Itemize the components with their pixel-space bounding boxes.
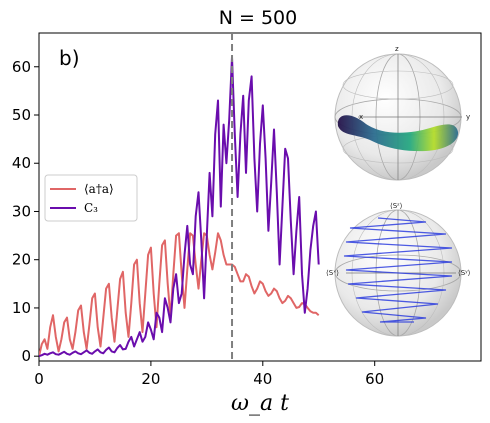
series-line-2 bbox=[39, 56, 320, 358]
panel-label: b) bbox=[59, 46, 80, 70]
chart-title: N = 500 bbox=[219, 7, 297, 29]
y-tick-label: 20 bbox=[12, 251, 31, 269]
top-sphere-z-label: z bbox=[395, 45, 399, 53]
y-tick-label: 60 bbox=[12, 58, 31, 76]
x-axis-ticks: 0 20 40 60 bbox=[34, 361, 384, 388]
y-tick-label: 0 bbox=[21, 347, 31, 365]
y-tick-label: 50 bbox=[12, 106, 31, 124]
x-axis-label: ω_a t bbox=[231, 391, 289, 416]
y-tick-label: 10 bbox=[12, 299, 31, 317]
bottom-sphere-sx-label: ⟨Sˣ⟩ bbox=[326, 269, 339, 277]
top-bloch-sphere-inset: z x y bbox=[334, 45, 470, 181]
plot-frame bbox=[38, 32, 482, 362]
series-line-1 bbox=[39, 232, 320, 357]
series-layer bbox=[39, 56, 320, 358]
top-sphere-y-label: y bbox=[466, 113, 470, 121]
y-tick-label: 40 bbox=[12, 154, 31, 172]
bottom-bloch-sphere-inset: ⟨Sᶻ⟩ ⟨Sˣ⟩ ⟨Sʸ⟩ bbox=[326, 202, 471, 337]
bottom-sphere-trajectory bbox=[343, 217, 453, 323]
bottom-sphere-sz-label: ⟨Sᶻ⟩ bbox=[390, 202, 403, 210]
top-sphere-x-label: x bbox=[359, 113, 363, 121]
legend: ⟨a†a⟩ C₃ bbox=[44, 174, 138, 222]
legend-label-1: ⟨a†a⟩ bbox=[84, 182, 114, 196]
x-tick-label: 0 bbox=[34, 370, 44, 388]
x-tick-label: 40 bbox=[253, 370, 272, 388]
y-tick-label: 30 bbox=[12, 202, 31, 220]
y-axis-ticks: 0 10 20 30 40 50 60 bbox=[12, 58, 39, 365]
legend-box bbox=[44, 174, 138, 222]
x-tick-label: 60 bbox=[365, 370, 384, 388]
bottom-sphere-sy-label: ⟨Sʸ⟩ bbox=[458, 269, 471, 277]
top-sphere-distribution bbox=[337, 115, 459, 152]
x-tick-label: 20 bbox=[141, 370, 160, 388]
legend-label-2: C₃ bbox=[84, 201, 98, 215]
